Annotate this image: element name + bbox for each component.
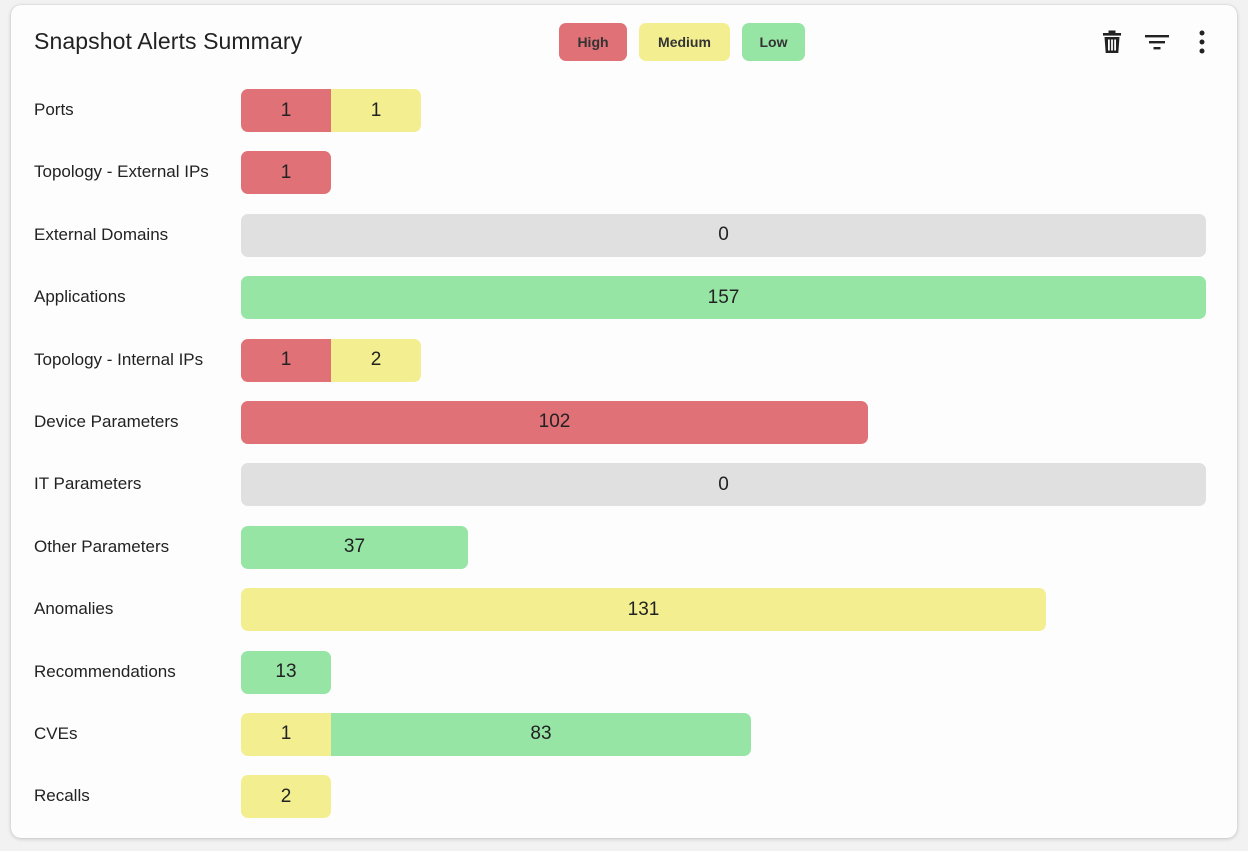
bar-segment-medium[interactable]: 2	[331, 338, 421, 382]
alert-row: Other Parameters 37	[11, 525, 1237, 587]
row-label: Applications	[34, 287, 126, 307]
severity-legend: High Medium Low	[559, 23, 805, 61]
alert-row: External Domains 0	[11, 213, 1237, 275]
alert-row: Applications 157	[11, 275, 1237, 337]
severity-bar: 1 83	[241, 712, 751, 756]
bar-segment-empty[interactable]: 0	[241, 213, 1206, 257]
row-label: IT Parameters	[34, 474, 142, 494]
alert-row: Topology - External IPs 1	[11, 150, 1237, 212]
row-label: Device Parameters	[34, 411, 179, 431]
bar-segment-empty[interactable]: 0	[241, 463, 1206, 507]
row-label: CVEs	[34, 723, 78, 743]
legend-high-chip[interactable]: High	[559, 23, 627, 61]
severity-bar: 131	[241, 588, 1046, 632]
filter-icon	[1145, 35, 1169, 50]
row-label: Recalls	[34, 786, 90, 806]
row-label: Topology - External IPs	[34, 162, 209, 182]
bar-segment-low[interactable]: 83	[331, 712, 751, 756]
alert-row: IT Parameters 0	[11, 462, 1237, 524]
row-label: Recommendations	[34, 661, 176, 681]
severity-bar: 0	[241, 213, 1206, 257]
alert-row: Anomalies 131	[11, 587, 1237, 649]
severity-bar: 1	[241, 151, 331, 195]
legend-low-chip[interactable]: Low	[742, 23, 805, 61]
severity-bar: 157	[241, 276, 1206, 320]
more-options-button[interactable]	[1187, 27, 1217, 57]
alert-row: Recommendations 13	[11, 650, 1237, 712]
bar-segment-high[interactable]: 1	[241, 89, 331, 132]
snapshot-alerts-card: Snapshot Alerts Summary High Medium Low	[11, 5, 1237, 838]
alert-rows: Ports 1 1 Topology - External IPs 1 External …	[11, 88, 1237, 837]
bar-segment-low[interactable]: 157	[241, 276, 1206, 320]
alert-row: Topology - Internal IPs 1 2	[11, 338, 1237, 400]
bar-segment-high[interactable]: 102	[241, 400, 868, 444]
bar-segment-low[interactable]: 13	[241, 650, 331, 694]
row-label: External Domains	[34, 224, 169, 244]
row-label: Ports	[34, 100, 74, 119]
delete-button[interactable]	[1097, 27, 1127, 57]
bar-segment-medium[interactable]: 1	[241, 712, 331, 756]
row-label: Anomalies	[34, 599, 114, 619]
severity-bar: 102	[241, 400, 868, 444]
bar-segment-high[interactable]: 1	[241, 151, 331, 195]
bar-segment-medium[interactable]: 131	[241, 588, 1046, 632]
filter-button[interactable]	[1142, 27, 1172, 57]
bar-segment-high[interactable]: 1	[241, 338, 331, 382]
card-toolbar	[1097, 27, 1217, 57]
alert-row: Recalls 2	[11, 774, 1237, 836]
trash-icon	[1103, 30, 1121, 53]
legend-medium-chip[interactable]: Medium	[639, 23, 730, 61]
more-vert-icon	[1199, 30, 1205, 54]
alert-row: CVEs 1 83	[11, 712, 1237, 774]
alert-row: Ports 1 1	[11, 88, 1237, 150]
row-label: Topology - Internal IPs	[34, 349, 204, 369]
card-title: Snapshot Alerts Summary	[34, 28, 303, 54]
bar-segment-medium[interactable]: 2	[241, 775, 331, 819]
bar-segment-low[interactable]: 37	[241, 525, 468, 569]
severity-bar: 37	[241, 525, 468, 569]
severity-bar: 13	[241, 650, 331, 694]
bar-segment-medium[interactable]: 1	[331, 89, 421, 132]
alert-row: Device Parameters 102	[11, 400, 1237, 462]
severity-bar: 2	[241, 775, 331, 819]
severity-bar: 0	[241, 463, 1206, 507]
row-label: Other Parameters	[34, 536, 170, 556]
